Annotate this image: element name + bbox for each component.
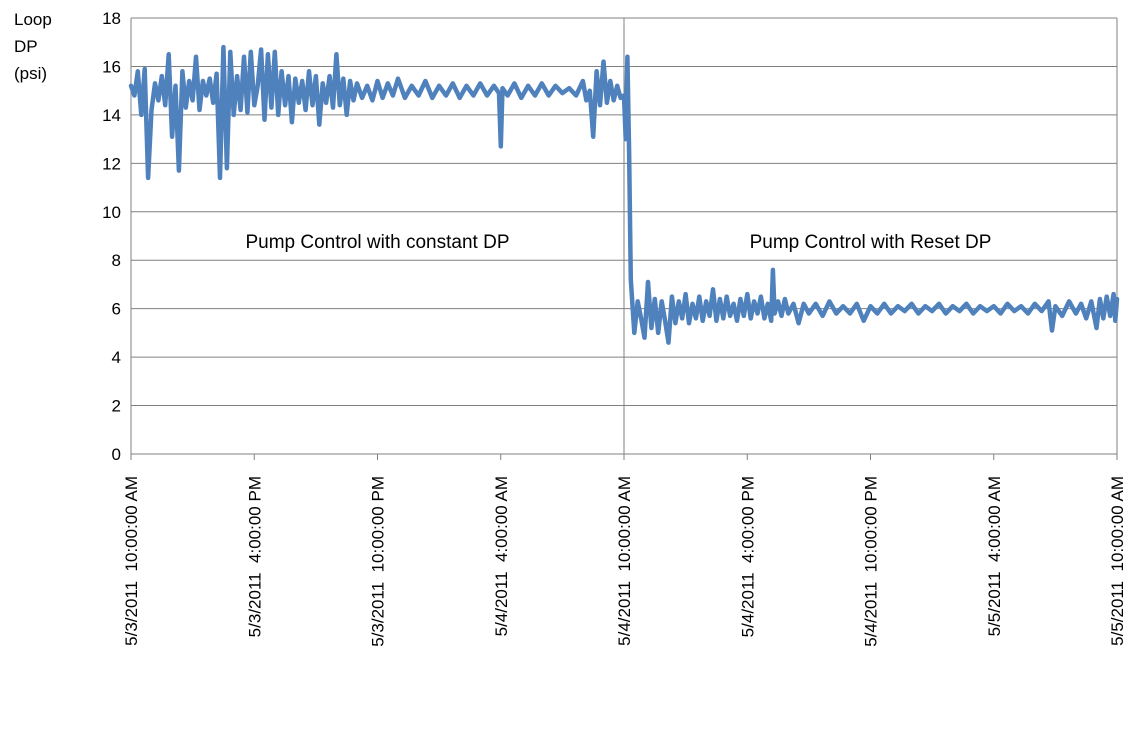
y-axis-label-line: Loop: [14, 10, 52, 29]
annotation-label: Pump Control with constant DP: [245, 232, 509, 253]
y-axis-label-line: DP: [14, 37, 38, 56]
x-tick-label: 5/5/2011 4:00:00 AM: [985, 476, 1004, 636]
y-tick-label: 4: [112, 348, 121, 367]
y-tick-label: 14: [102, 106, 121, 125]
y-axis-label-line: (psi): [14, 64, 47, 83]
x-tick-label: 5/4/2011 4:00:00 AM: [492, 476, 511, 636]
y-tick-labels: 0 2 4 6 8 10 12 14 16 18: [102, 9, 121, 464]
y-tick-label: 10: [102, 203, 121, 222]
y-axis-label: Loop DP (psi): [14, 10, 52, 83]
series-area: [128, 44, 1120, 345]
annotations: Pump Control with constant DP Pump Contro…: [245, 232, 991, 253]
x-tick-label: 5/4/2011 4:00:00 PM: [738, 476, 757, 637]
x-tick-label: 5/3/2011 4:00:00 PM: [245, 476, 264, 637]
x-tick-labels: 5/3/2011 10:00:00 AM 5/3/2011 4:00:00 PM 5…: [122, 476, 1127, 647]
y-tick-label: 12: [102, 154, 121, 173]
y-tick-label: 8: [112, 251, 121, 270]
series-line-loop-dp: [128, 44, 1120, 345]
x-tick-label: 5/4/2011 10:00:00 AM: [615, 476, 634, 646]
x-tick-label: 5/5/2011 10:00:00 AM: [1108, 476, 1127, 646]
x-tick-label: 5/4/2011 10:00:00 PM: [862, 476, 881, 647]
y-tick-label: 6: [112, 300, 121, 319]
y-tick-label: 2: [112, 397, 121, 416]
annotation-label: Pump Control with Reset DP: [750, 232, 992, 253]
y-tick-label: 16: [102, 57, 121, 76]
x-tick-label: 5/3/2011 10:00:00 AM: [122, 476, 141, 646]
y-tick-label: 0: [112, 445, 121, 464]
y-tick-label: 18: [102, 9, 121, 28]
x-tick-label: 5/3/2011 10:00:00 PM: [369, 476, 388, 647]
